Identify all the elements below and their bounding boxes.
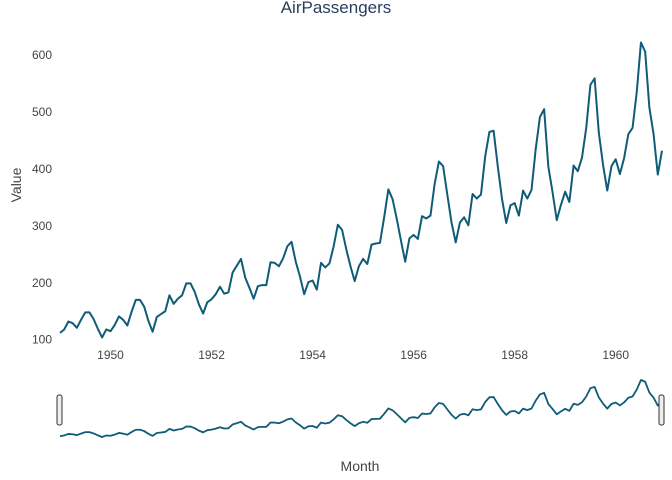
series-line	[59, 41, 663, 339]
y-tick-label: 300	[32, 219, 52, 233]
range-slider-left-handle[interactable]	[56, 394, 63, 426]
y-tick-label: 600	[32, 48, 52, 62]
y-axis-title: Value	[8, 167, 24, 202]
y-axis-ticks: 100 200 300 400 500 600	[32, 48, 52, 347]
y-tick-label: 500	[32, 105, 52, 119]
x-tick-label: 1952	[198, 348, 225, 362]
range-slider-series-line	[59, 379, 663, 438]
x-tick-label: 1950	[97, 348, 124, 362]
y-tick-label: 400	[32, 162, 52, 176]
range-slider[interactable]	[56, 379, 665, 438]
range-slider-right-handle[interactable]	[658, 394, 665, 426]
y-tick-label: 200	[32, 276, 52, 290]
x-tick-label: 1960	[602, 348, 629, 362]
y-tick-label: 100	[32, 333, 52, 347]
x-tick-label: 1954	[299, 348, 326, 362]
x-axis-ticks: 1950 1952 1954 1956 1958 1960	[97, 348, 629, 362]
x-axis-title: Month	[341, 458, 380, 474]
chart-title: AirPassengers	[281, 0, 392, 17]
x-tick-label: 1958	[501, 348, 528, 362]
x-tick-label: 1956	[400, 348, 427, 362]
